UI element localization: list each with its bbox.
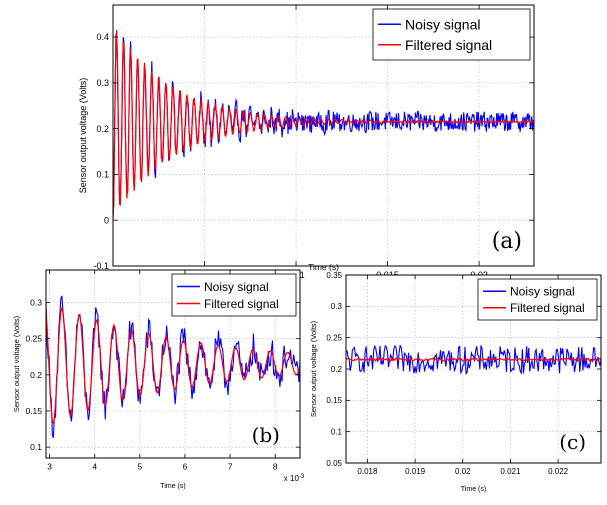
y-tick-label: 0.2	[30, 370, 42, 380]
y-tick-label: 0.3	[96, 78, 109, 88]
y-axis-label: Sensor output voltage (Volts)	[78, 78, 88, 194]
y-tick-label: 0.2	[331, 365, 343, 374]
legend-box	[372, 8, 531, 61]
y-axis-label: Sensor output voltage (Volts)	[12, 315, 21, 412]
y-tick-label: 0.1	[331, 427, 343, 436]
axes-frame	[45, 269, 301, 459]
legend-label: Filtered signal	[405, 37, 492, 53]
chart-panel-2: 3 4 5 6 7 8 0.1 0.15 0.2 0.25 0.3 x 10-3 Time (s) Sen…	[12, 269, 305, 490]
y-tick-label: 0.35	[326, 271, 342, 280]
legend-label: Noisy signal	[405, 16, 480, 32]
series-line-noisy-signal	[46, 295, 300, 439]
legend: Noisy signal Filtered signal	[477, 278, 598, 321]
x-tick-label: 8	[273, 462, 278, 472]
x-axis-label: Time (s)	[308, 262, 339, 272]
x-tick-label: 4	[92, 462, 97, 472]
y-tick-label: 0.15	[25, 406, 42, 416]
x-tick-label: 6	[183, 462, 188, 472]
x-tick-label: 7	[228, 462, 233, 472]
y-tick-label: 0.1	[96, 170, 109, 180]
y-tick-label: -0.1	[93, 261, 109, 271]
x-axis-label: Time (s)	[461, 486, 486, 493]
legend-box	[477, 278, 598, 321]
series-line-filtered-signal	[346, 356, 601, 363]
y-tick-label: 0.3	[331, 302, 343, 311]
series-line-filtered-signal	[46, 305, 300, 426]
y-tick-label: 0.15	[326, 396, 342, 405]
y-tick-label: 0.3	[30, 298, 42, 308]
panel-label: (a)	[492, 229, 522, 254]
x-multiplier-label: x 10-3	[284, 474, 305, 483]
chart-panel-1: 00.0050.010.0150.02-0.100.10.20.30.4Time…	[78, 4, 535, 280]
y-tick-label: 0.4	[96, 32, 109, 42]
x-tick-label: 0.022	[548, 467, 569, 476]
x-tick-label: 0.019	[405, 467, 426, 476]
panel-label: (c)	[559, 430, 586, 454]
series-line-noisy-signal	[346, 344, 601, 375]
y-tick-label: 0.05	[326, 459, 342, 468]
panel-label: (b)	[252, 423, 280, 447]
y-tick-label: 0.25	[25, 334, 42, 344]
y-tick-label: 0.1	[30, 442, 42, 452]
series-line-filtered-signal	[113, 29, 534, 220]
legend: Noisy signal Filtered signal	[171, 273, 297, 317]
y-tick-label: 0.25	[326, 333, 342, 342]
axes-frame	[112, 4, 535, 267]
y-tick-label: 0	[104, 215, 109, 225]
y-tick-label: 0.2	[96, 124, 109, 134]
legend-label: Filtered signal	[510, 301, 585, 315]
legend-box	[171, 273, 297, 317]
x-tick-label: 3	[47, 462, 52, 472]
x-tick-label: 0.018	[357, 467, 378, 476]
x-tick-label: 0.021	[500, 467, 521, 476]
legend: Noisy signal Filtered signal	[372, 8, 531, 61]
legend-label: Filtered signal	[204, 297, 279, 311]
x-tick-label: 0.02	[455, 467, 471, 476]
x-axis-label: Time (s)	[160, 483, 185, 490]
chart-panel-3: 0.018 0.019 0.02 0.021 0.022 0.05 0.1 0.15 0.2 0.…	[309, 271, 602, 493]
legend-label: Noisy signal	[510, 285, 575, 299]
y-axis-label: Sensor output voltage (Volts)	[309, 320, 318, 417]
x-tick-label: 5	[137, 462, 142, 472]
legend-label: Noisy signal	[204, 280, 269, 294]
